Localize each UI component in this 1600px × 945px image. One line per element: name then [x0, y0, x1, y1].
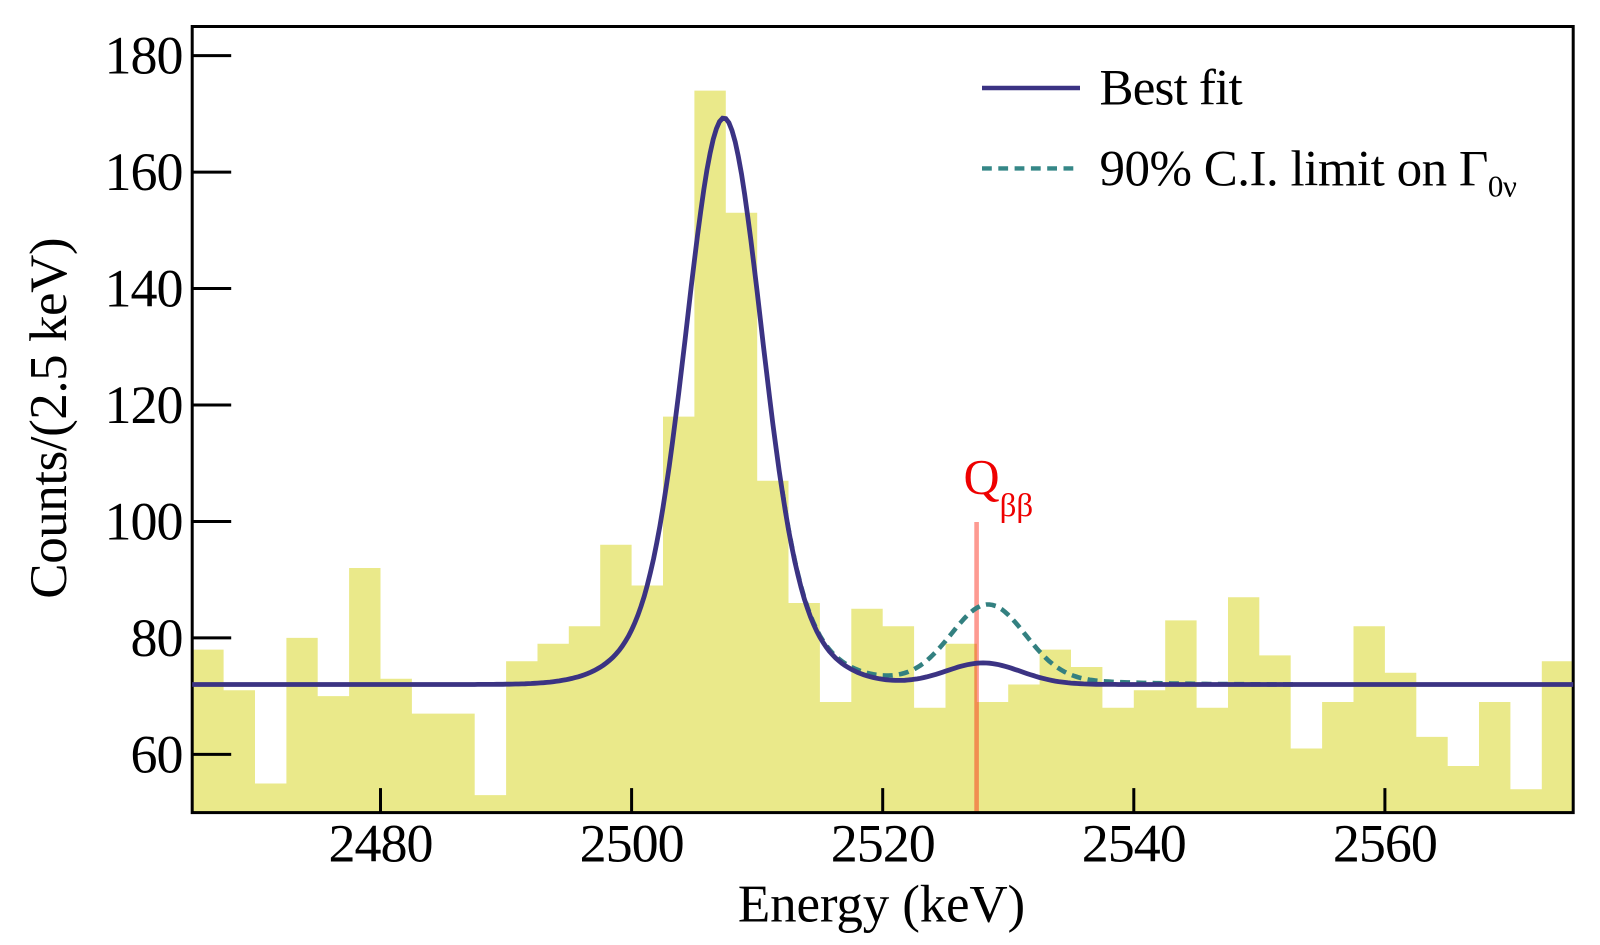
svg-text:90% C.I. limit on Γ0ν: 90% C.I. limit on Γ0ν — [1100, 142, 1517, 204]
svg-text:Best fit: Best fit — [1100, 61, 1243, 117]
svg-text:160: 160 — [105, 142, 183, 202]
svg-text:180: 180 — [105, 26, 183, 86]
svg-text:100: 100 — [105, 492, 183, 552]
svg-text:140: 140 — [105, 259, 183, 319]
svg-text:2520: 2520 — [831, 814, 935, 874]
svg-text:2480: 2480 — [329, 814, 433, 874]
svg-text:2540: 2540 — [1082, 814, 1186, 874]
svg-text:120: 120 — [105, 375, 183, 435]
svg-text:80: 80 — [131, 608, 183, 668]
svg-text:Counts/(2.5 keV): Counts/(2.5 keV) — [20, 238, 78, 599]
svg-text:60: 60 — [131, 724, 183, 784]
svg-text:2500: 2500 — [580, 814, 684, 874]
svg-text:Energy (keV): Energy (keV) — [738, 876, 1025, 934]
svg-text:2560: 2560 — [1333, 814, 1437, 874]
